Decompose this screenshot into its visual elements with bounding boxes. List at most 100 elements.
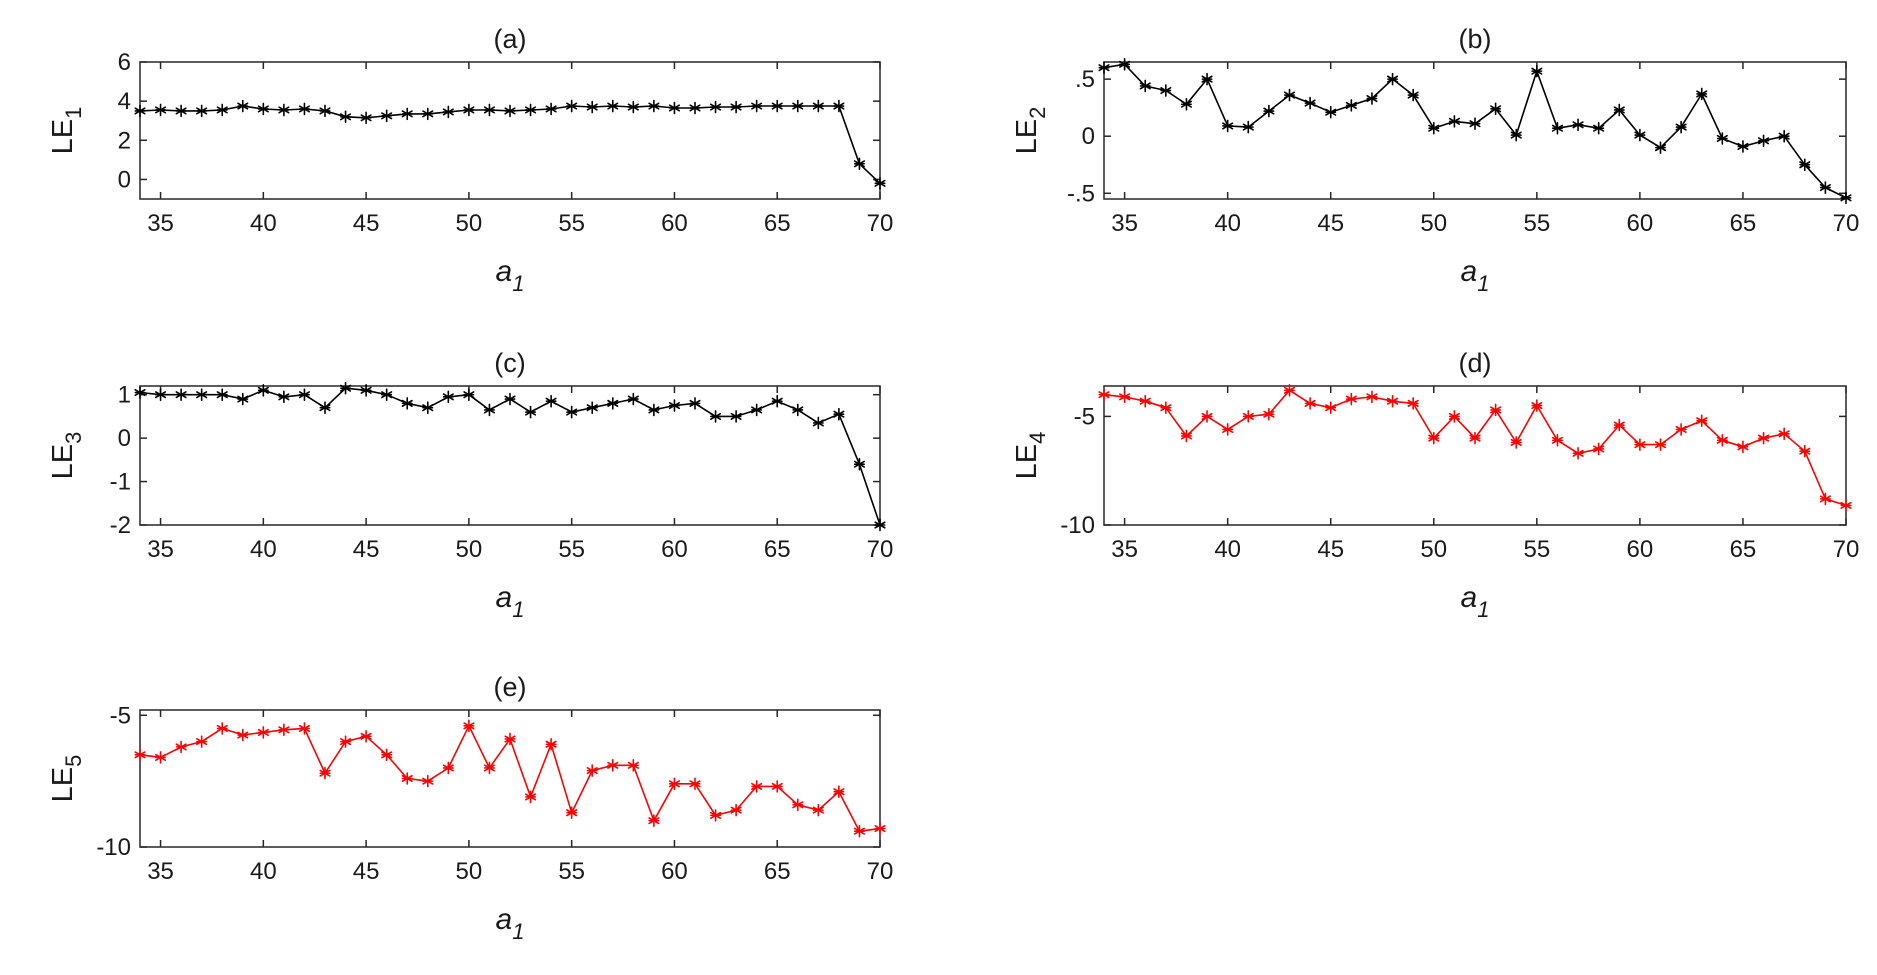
y-tick-label: -5 [110,702,131,729]
data-point [360,730,372,743]
data-point [792,403,804,417]
data-point [1304,96,1316,110]
data-point [1819,181,1831,194]
y-tick-label: 0 [118,425,131,452]
series-line [139,105,881,184]
data-point [175,740,187,754]
data-point [196,104,208,118]
x-tick-label: 45 [1317,536,1344,563]
data-point [381,109,393,123]
data-point [1840,499,1852,512]
data-point [1551,433,1564,447]
axes-frame [139,709,881,848]
x-tick-label: 35 [1111,210,1138,237]
x-tick-label: 50 [1420,210,1447,237]
x-axis-label-sub: 1 [512,271,524,296]
data-point [730,100,742,114]
chart-title: (a) [494,24,527,54]
x-tick-label: 55 [558,210,585,237]
data-point [812,416,824,430]
data-point [1572,447,1584,460]
data-point [1696,87,1708,101]
x-tick-label: 45 [1317,210,1344,237]
y-tick-label: -10 [1060,512,1095,539]
data-point [1263,407,1275,421]
data-point [1469,117,1481,130]
x-tick-label: 55 [1523,536,1550,563]
x-tick-label: 65 [764,210,791,237]
data-point [586,401,598,415]
x-tick-label: 70 [867,858,894,885]
data-point [586,764,598,777]
y-axis-label: LE1 [47,107,86,155]
data-point [1222,423,1234,436]
x-tick-label: 70 [867,536,894,563]
data-point [648,99,660,113]
data-point [401,772,413,785]
data-point [730,410,742,423]
data-point [1799,444,1811,458]
x-tick-label: 40 [1214,210,1241,237]
data-point [1716,433,1728,447]
x-axis-label-sub: 1 [1477,271,1489,296]
data-point [1799,158,1811,172]
data-point [524,790,537,804]
data-point [134,748,146,762]
data-point [668,399,681,412]
data-point [1180,429,1193,443]
data-point [1613,418,1625,432]
data-point [1222,119,1234,133]
data-point [298,102,311,116]
data-point [751,403,763,417]
y-tick-label: -1 [110,469,131,496]
y-axis-label-sub: 5 [61,755,86,767]
data-point [668,101,681,115]
data-point [709,809,722,822]
y-axis-label-main: LE [1011,119,1043,154]
chart-title: (c) [494,348,525,378]
data-point [381,388,393,401]
data-point [1263,104,1275,118]
data-point [422,774,434,788]
data-point [709,100,722,114]
data-point [298,388,311,401]
data-point [483,403,496,417]
x-tick-label: 40 [1214,536,1241,563]
data-point [812,99,824,113]
data-point [524,405,537,419]
y-axis-label-main: LE [1011,444,1043,479]
data-point [1283,88,1296,102]
data-point [1778,129,1790,143]
x-tick-label: 70 [867,210,894,237]
data-point [771,99,783,113]
axes-frame [1103,61,1847,200]
data-point [134,386,146,399]
y-axis-label: LE5 [47,755,86,803]
x-tick-label: 70 [1833,536,1860,563]
data-point [360,384,372,397]
data-point [771,394,783,408]
axes-frame [139,385,881,526]
x-axis-label: a1 [1461,581,1490,622]
data-point [1242,410,1254,423]
data-point [812,803,824,817]
x-tick-label: 35 [147,536,174,563]
data-point [730,803,742,817]
y-tick-label: -5 [1074,403,1095,430]
x-tick-label: 60 [1627,536,1654,563]
data-point [1490,102,1502,116]
data-point [504,104,516,118]
data-point [751,99,763,113]
data-point [463,388,475,401]
data-point [1819,492,1831,506]
data-point [833,785,845,798]
data-point [1757,134,1770,148]
series-line [1103,63,1847,199]
data-point [442,761,454,775]
data-point [1613,103,1625,117]
series-line [1103,389,1847,507]
data-point [1572,118,1584,132]
data-point [1119,390,1131,404]
x-tick-label: 70 [1833,210,1860,237]
